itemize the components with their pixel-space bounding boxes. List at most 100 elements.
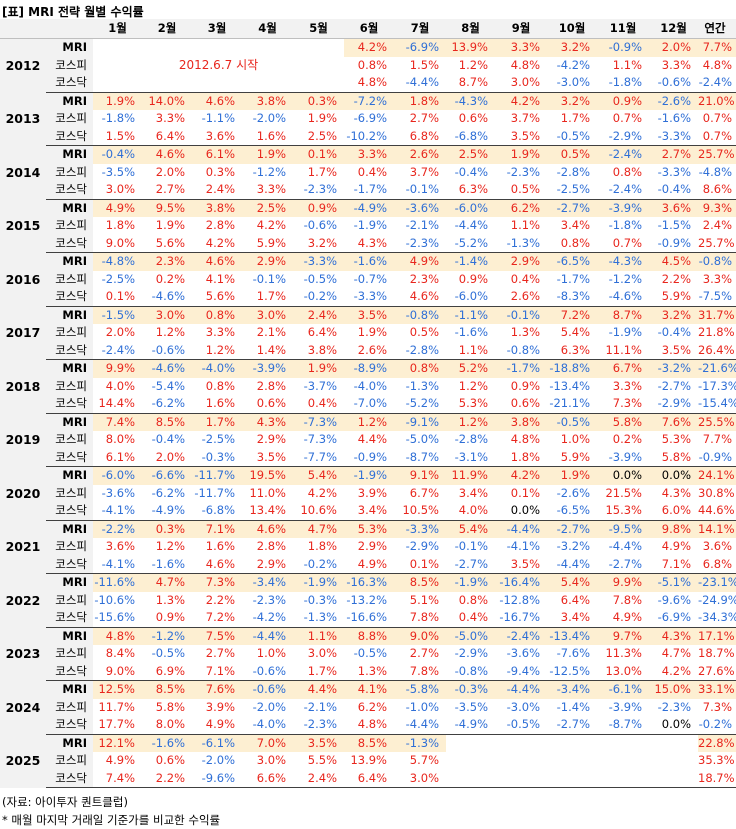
month-cell: 4.4% <box>293 680 344 699</box>
month-cell: 4.3% <box>649 627 698 645</box>
annual-cell: 22.8% <box>698 734 736 752</box>
month-cell: 6.4% <box>142 127 192 146</box>
annual-cell: 18.7% <box>698 769 736 788</box>
month-cell: -6.8% <box>192 502 242 521</box>
month-cell: -3.0% <box>547 74 597 93</box>
month-cell: -4.3% <box>446 92 495 110</box>
month-cell: -1.6% <box>454 325 488 340</box>
table-row: 2014 MRI -0.4% 4.6% 6.1% 1.9% 0.1% 3.3% 2.6% 2.5%… <box>0 145 736 199</box>
month-cell: -3.4% <box>547 680 597 699</box>
month-cell: 0.5% <box>495 181 547 200</box>
month-cell: 5.4% <box>560 325 590 340</box>
month-cell: 3.3% <box>242 181 293 200</box>
month-cell: 3.8% <box>242 92 293 110</box>
month-cell: -4.1% <box>506 539 540 554</box>
column-header: 11월 <box>597 19 649 39</box>
table-row: 코스닥 -4.1% -4.9% -6.8% 13.4% 10.6% 3.4% 10.5% 4.0… <box>0 502 736 521</box>
month-cell: 4.7% <box>661 646 691 661</box>
month-cell: -11.7% <box>194 485 235 500</box>
month-cell: -3.3% <box>293 252 344 271</box>
year-cell: 2024 <box>0 680 46 734</box>
month-cell: 6.3% <box>547 341 597 360</box>
annual-cell: 30.8% <box>698 485 735 500</box>
month-cell: 2.7% <box>205 646 235 661</box>
month-cell <box>597 752 649 770</box>
month-cell: -3.2% <box>649 359 698 378</box>
month-cell: 0.8% <box>394 359 446 378</box>
month-cell: -0.1% <box>252 271 286 286</box>
month-cell: 3.8% <box>293 341 344 360</box>
table-row: 코스닥 -4.1% -1.6% 4.6% 2.9% -0.2% 4.9% 0.1% -2.7% 3… <box>0 555 736 574</box>
month-cell <box>547 769 597 788</box>
annual-cell: 18.7% <box>698 646 735 661</box>
annual-cell: -0.9% <box>698 448 736 467</box>
row-label: 코스피 <box>46 645 93 663</box>
month-cell: 0.3% <box>293 92 344 110</box>
month-cell: 5.9% <box>649 288 698 307</box>
month-cell: 3.2% <box>547 38 597 57</box>
year-cell: 2025 <box>0 734 46 788</box>
table-row: 코스닥 9.0% 5.6% 4.2% 5.9% 3.2% 4.3% -2.3% -5.2% -1.… <box>0 234 736 253</box>
month-cell: 7.2% <box>547 306 597 324</box>
month-cell: 2.4% <box>293 306 344 324</box>
table-row: 코스피 11.7% 5.8% 3.9% -2.0% -2.1% 6.2% -1.0% -3.5%… <box>0 698 736 716</box>
month-cell: 4.2% <box>307 485 337 500</box>
month-cell: -0.4% <box>657 325 691 340</box>
month-cell: 3.2% <box>547 92 597 110</box>
month-cell: -7.3% <box>293 413 344 431</box>
month-cell: 1.9% <box>357 325 387 340</box>
month-cell: -6.8% <box>446 127 495 146</box>
month-cell: -0.2% <box>293 555 344 574</box>
month-cell: -3.2% <box>556 539 590 554</box>
month-cell: 2.1% <box>256 325 286 340</box>
month-cell: -13.4% <box>549 378 590 393</box>
month-cell <box>495 769 547 788</box>
month-cell: -2.9% <box>454 646 488 661</box>
month-cell: -2.0% <box>252 111 286 126</box>
month-cell: 4.9% <box>93 199 142 217</box>
row-label: 코스닥 <box>46 127 93 146</box>
month-cell: -1.6% <box>344 252 394 271</box>
month-cell: -3.9% <box>608 699 642 714</box>
annual-cell: 25.7% <box>698 234 736 253</box>
month-cell: -15.6% <box>93 609 142 628</box>
month-cell: -1.1% <box>446 306 495 324</box>
month-cell: -1.6% <box>142 734 192 752</box>
empty-cell <box>93 39 344 57</box>
annual-cell: 21.8% <box>698 325 735 340</box>
month-cell: 9.0% <box>93 234 142 253</box>
month-cell: -1.9% <box>608 325 642 340</box>
month-cell: 15.3% <box>597 502 649 521</box>
month-cell: 4.8% <box>510 57 540 72</box>
annual-cell: -4.8% <box>698 164 732 179</box>
annual-cell: 7.7% <box>698 38 736 57</box>
month-cell: 8.7% <box>597 306 649 324</box>
month-cell: 13.9% <box>350 753 387 768</box>
month-cell: -3.5% <box>454 699 488 714</box>
row-label: MRI <box>46 252 93 271</box>
month-cell: -0.4% <box>93 145 142 164</box>
month-cell: 8.0% <box>142 716 192 735</box>
month-cell: -7.6% <box>556 646 590 661</box>
month-cell: 5.5% <box>307 753 337 768</box>
month-cell: -2.7% <box>446 555 495 574</box>
month-cell: 0.9% <box>458 271 488 286</box>
month-cell: 4.7% <box>142 573 192 592</box>
month-cell: -12.5% <box>547 662 597 681</box>
month-cell: -1.7% <box>556 271 590 286</box>
month-cell: 5.1% <box>409 592 439 607</box>
month-cell: -4.6% <box>597 288 649 307</box>
month-cell: -10.2% <box>344 127 394 146</box>
month-cell: 0.6% <box>155 753 185 768</box>
column-header: 7월 <box>394 19 446 39</box>
month-cell: 9.8% <box>649 520 698 538</box>
month-cell: 3.0% <box>256 753 286 768</box>
annual-cell: -0.8% <box>698 252 736 271</box>
month-cell: 8.5% <box>394 573 446 592</box>
month-cell: 4.3% <box>661 485 691 500</box>
annual-cell: 21.0% <box>698 92 736 110</box>
month-cell: 7.6% <box>649 413 698 431</box>
row-label: MRI <box>46 306 93 324</box>
month-cell: -6.1% <box>597 680 649 699</box>
row-label: MRI <box>46 466 93 485</box>
